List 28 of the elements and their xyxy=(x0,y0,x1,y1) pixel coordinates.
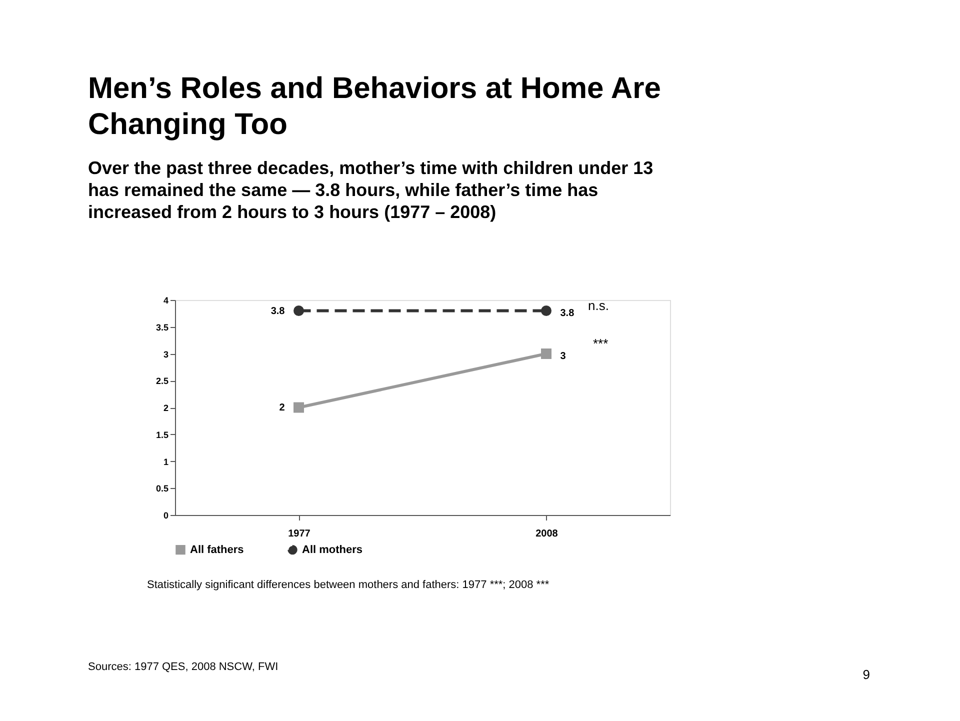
legend-label: All fathers xyxy=(190,544,244,556)
data-label: 3.8 xyxy=(270,306,286,317)
x-tick-label: 2008 xyxy=(536,528,558,540)
annotation: *** xyxy=(593,336,608,351)
y-tick-label: 0 xyxy=(163,510,168,520)
data-label: 2 xyxy=(279,402,286,414)
point xyxy=(294,402,304,413)
chart-subtitle: Over the past three decades, mother’s time with children under 13 has remained the same — 3.8 hours, while father’s time has increased from 2 hours to 3 hours (1977 – 2008) xyxy=(88,158,654,222)
y-tick-label: 2.5 xyxy=(156,376,168,386)
chart-title: Men’s Roles and Behaviors at Home Are Changing Too xyxy=(88,72,661,141)
y-tick-label: 2 xyxy=(163,403,168,413)
source-note: Sources: 1977 QES, 2008 NSCW, FWI xyxy=(88,661,278,673)
point xyxy=(541,348,552,359)
data-label: 3.8 xyxy=(560,308,575,319)
y-tick-label: 4 xyxy=(163,296,168,306)
annotation: n.s. xyxy=(588,298,609,313)
text: 9 xyxy=(862,667,870,682)
text: Statistically significant differences between mothers and fathers: 1977 ***; 2008 *** xyxy=(147,579,550,591)
point xyxy=(294,306,304,316)
y-tick-label: 0.5 xyxy=(156,484,168,494)
y-tick-label: 1.5 xyxy=(156,430,168,440)
legend-label: All mothers xyxy=(302,544,363,556)
x-tick-label: 1977 xyxy=(288,528,311,540)
y-tick-label: 3.5 xyxy=(156,322,168,332)
point xyxy=(541,306,552,316)
y-tick-label: 1 xyxy=(163,456,168,467)
y-tick-label: 3 xyxy=(163,349,168,360)
data-label: 3 xyxy=(560,350,566,362)
